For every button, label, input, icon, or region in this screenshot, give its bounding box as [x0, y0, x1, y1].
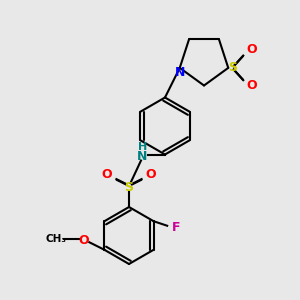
Text: S: S — [124, 181, 134, 194]
Text: CH₃: CH₃ — [46, 234, 67, 244]
Text: O: O — [78, 234, 88, 247]
Text: N: N — [175, 66, 185, 79]
Text: O: O — [102, 167, 112, 181]
Text: S: S — [228, 61, 237, 74]
Text: O: O — [246, 44, 257, 56]
Text: N: N — [137, 149, 148, 163]
Text: H: H — [138, 142, 147, 152]
Text: O: O — [146, 167, 156, 181]
Text: O: O — [246, 80, 257, 92]
Text: F: F — [172, 221, 180, 234]
